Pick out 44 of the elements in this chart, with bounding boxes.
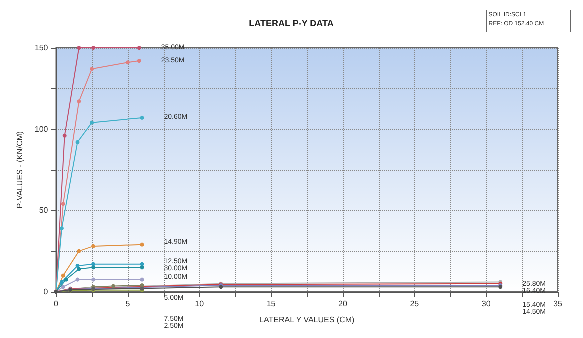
- x-tick-label: 25: [410, 300, 420, 308]
- x-tick-label: 0: [54, 300, 60, 308]
- point: [140, 242, 144, 247]
- x-axis-title: LATERAL Y VALUES (CM): [260, 316, 356, 324]
- point: [61, 274, 66, 278]
- point: [92, 244, 96, 248]
- y-tick-label: 50: [39, 206, 49, 216]
- point: [140, 278, 144, 282]
- point: [90, 120, 94, 125]
- point: [92, 266, 96, 270]
- point: [137, 46, 142, 50]
- point: [77, 100, 82, 104]
- y-tick-label: 0: [44, 288, 49, 296]
- x-tick-label: 10: [195, 300, 205, 308]
- point: [77, 267, 82, 272]
- point: [90, 67, 94, 72]
- x-tick-label: 20: [338, 300, 348, 308]
- point: [76, 278, 80, 282]
- point: [92, 46, 96, 50]
- point: [77, 249, 82, 254]
- point: [64, 278, 68, 282]
- chart-title: LATERAL P-Y DATA: [249, 18, 334, 28]
- point: [137, 59, 142, 64]
- point: [61, 202, 66, 206]
- y-axis-title: P-VALUES - (KN/CM): [16, 131, 24, 209]
- x-tick-label: 30: [482, 300, 492, 308]
- point: [77, 46, 82, 50]
- point: [61, 285, 66, 290]
- y-tick-label: 150: [34, 44, 49, 52]
- x-tick-label: 5: [126, 300, 131, 308]
- point: [140, 116, 144, 120]
- point: [76, 140, 80, 144]
- point: [62, 134, 67, 138]
- point: [76, 264, 80, 268]
- x-tick-label: 15: [266, 300, 276, 308]
- point: [60, 280, 64, 284]
- point: [60, 226, 64, 231]
- point: [92, 278, 96, 282]
- point: [140, 266, 144, 270]
- y-tick-label: 100: [34, 124, 49, 134]
- x-tick-label: 35: [554, 300, 563, 308]
- point: [126, 60, 130, 65]
- point: [92, 262, 96, 266]
- point: [112, 284, 116, 288]
